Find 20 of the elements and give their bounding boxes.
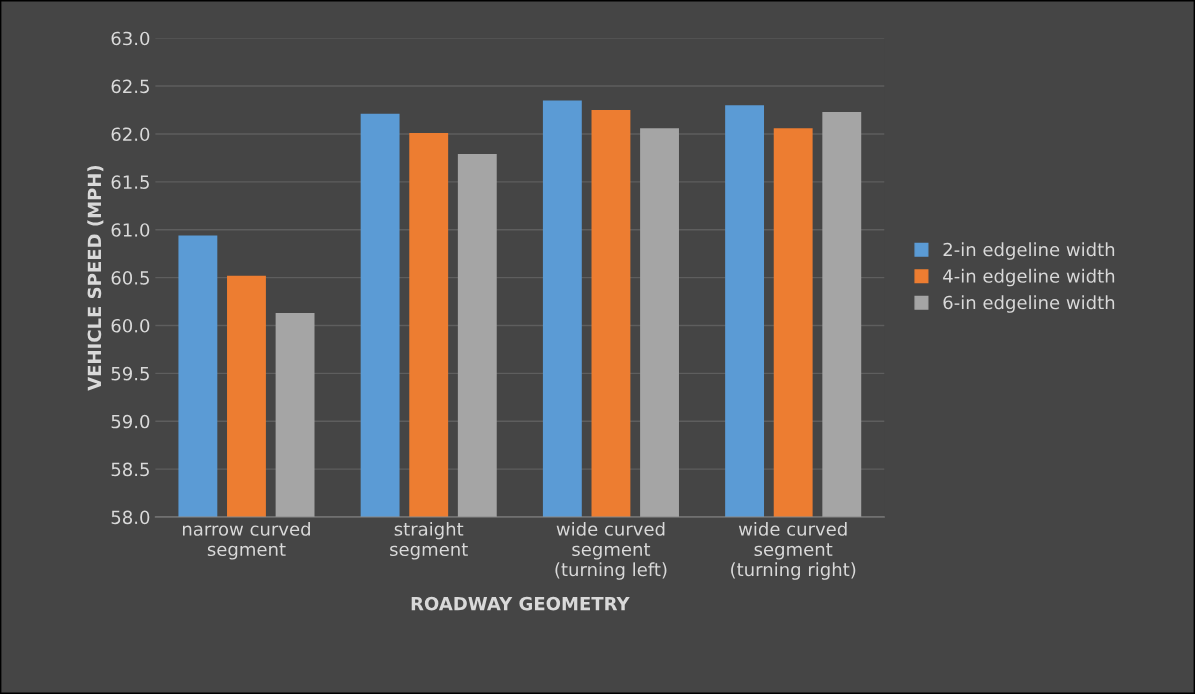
legend-label: 2-in edgeline width	[943, 242, 1115, 260]
y-tick-label: 61.0	[111, 223, 150, 237]
x-tick-label: straight segment	[390, 521, 468, 560]
y-axis-title: VEHICLE SPEED (MPH)	[87, 165, 104, 391]
y-tick-label: 58.0	[111, 510, 150, 525]
legend-label: 4-in edgeline width	[943, 268, 1115, 287]
x-tick-label: narrow curved segment	[182, 521, 310, 560]
y-tick-label: 63.0	[111, 31, 150, 46]
y-tick-label: 61.5	[111, 175, 149, 189]
y-tick-label: 62.0	[111, 127, 150, 142]
legend-label: 6-in edgeline width	[943, 295, 1115, 313]
x-axis-title: ROADWAY GEOMETRY	[411, 596, 630, 611]
y-tick-label: 59.5	[111, 366, 149, 381]
y-tick-label: 62.5	[111, 79, 149, 94]
x-tick-label: wide curved segment (turning left)	[555, 521, 667, 580]
y-tick-label: 60.0	[111, 318, 150, 333]
y-tick-label: 60.5	[111, 271, 149, 285]
y-tick-label: 59.0	[111, 414, 150, 429]
x-tick-label: wide curved segment (turning right)	[731, 521, 856, 580]
y-tick-label: 58.5	[111, 462, 149, 477]
